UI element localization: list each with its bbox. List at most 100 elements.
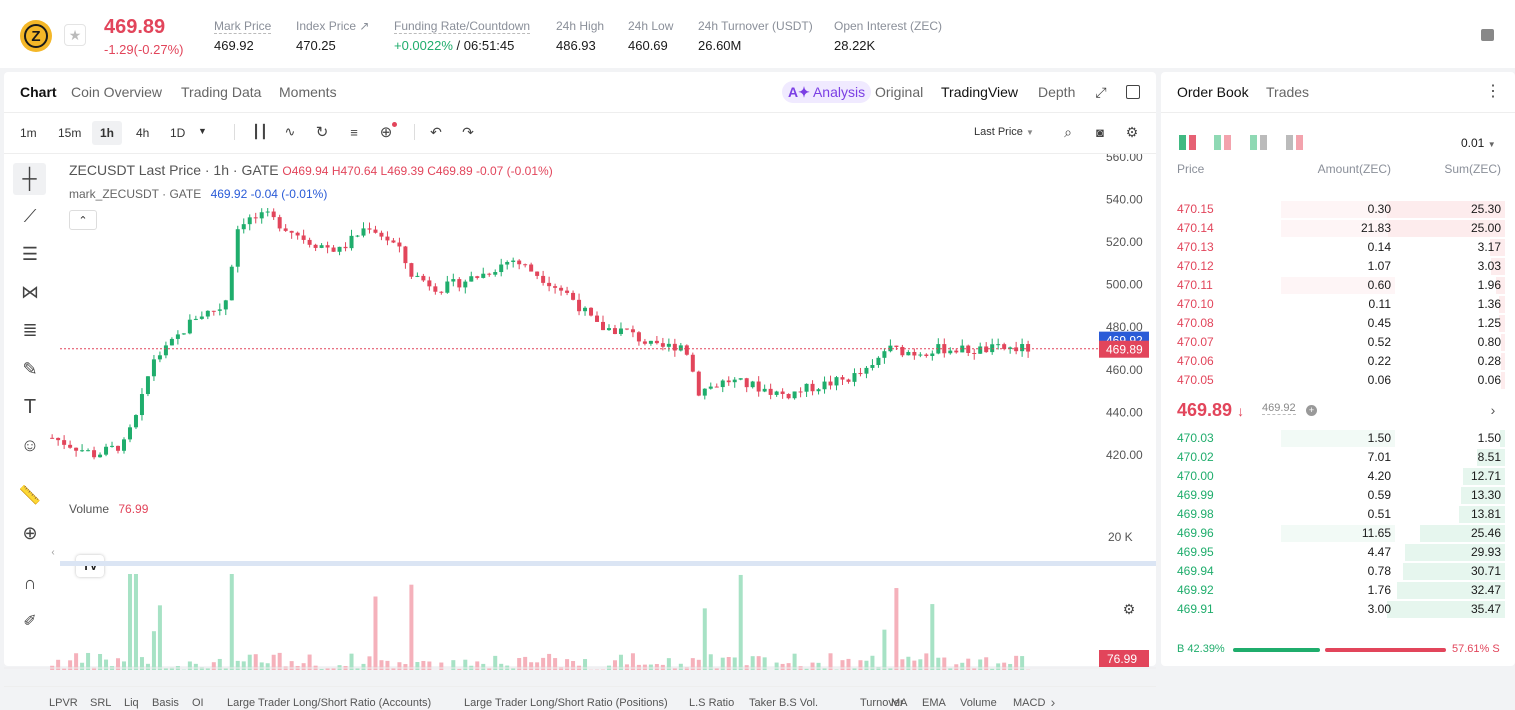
favorite-star-icon[interactable]: ★ <box>64 24 86 46</box>
asks-sum: 0.28 <box>1478 354 1501 368</box>
candles-icon[interactable]: ┃┃ <box>252 124 268 140</box>
candle-body <box>685 345 689 354</box>
candle-body <box>397 243 401 247</box>
precision-select[interactable]: 0.01 ▼ <box>1461 136 1496 150</box>
volume-bar <box>80 663 84 670</box>
gear-icon[interactable]: ⚙ <box>1124 124 1140 140</box>
interval-dropdown-icon[interactable]: ▼ <box>198 126 207 136</box>
indicator-srl[interactable]: SRL <box>90 697 111 709</box>
interval-4h[interactable]: 4h <box>136 126 149 140</box>
book-view-split-icon[interactable] <box>1214 135 1231 150</box>
candle-body <box>1026 344 1030 352</box>
funding-rate-label[interactable]: Funding Rate/Countdown <box>394 19 530 34</box>
price-type-select[interactable]: Last Price ▼ <box>974 126 1034 138</box>
view-tradingview[interactable]: TradingView <box>941 84 1018 100</box>
add-compare-icon[interactable]: ⊕ <box>378 124 394 140</box>
tab-order-book[interactable]: Order Book <box>1177 84 1249 100</box>
asks-amount: 0.11 <box>1369 297 1391 311</box>
candle-body <box>906 352 910 355</box>
undo-icon[interactable]: ↶ <box>428 124 444 140</box>
tab-moments[interactable]: Moments <box>279 84 337 100</box>
book-view-both-icon[interactable] <box>1179 135 1196 150</box>
indicator-ema[interactable]: EMA <box>922 697 946 709</box>
asks-sum: 1.36 <box>1478 297 1501 311</box>
view-original[interactable]: Original <box>875 84 923 100</box>
interval-1m[interactable]: 1m <box>20 126 37 140</box>
candle-body <box>661 343 665 347</box>
bids-sum: 1.50 <box>1478 431 1501 445</box>
layers-icon[interactable]: ≡ <box>346 124 362 140</box>
mid-price[interactable]: 469.89 ↓ <box>1177 400 1244 421</box>
volume-last-tag-text: 76.99 <box>1107 652 1137 666</box>
pane-separator[interactable] <box>60 561 1156 566</box>
asks-amount: 1.07 <box>1368 259 1391 273</box>
chevron-right-icon[interactable]: › <box>1487 402 1499 418</box>
window-icon[interactable] <box>1126 85 1140 99</box>
book-view-asks-icon[interactable] <box>1286 135 1303 150</box>
index-price-label[interactable]: Index Price ↗ <box>296 19 369 33</box>
volume-bar <box>134 574 138 670</box>
ai-analysis-button[interactable]: A✦ Analysis <box>782 81 871 103</box>
tab-chart[interactable]: Chart <box>20 84 57 100</box>
indicator-ma[interactable]: MA <box>891 697 908 709</box>
bids-amount: 4.20 <box>1368 469 1391 483</box>
interval-1h[interactable]: 1h <box>92 121 122 145</box>
tab-trading-data[interactable]: Trading Data <box>181 84 261 100</box>
interval-1d[interactable]: 1D <box>170 126 185 140</box>
price-chart[interactable]: 560.00540.00520.00500.00480.00460.00440.… <box>4 154 1156 674</box>
volume-bar <box>409 585 413 670</box>
indicator-liq[interactable]: Liq <box>124 697 139 709</box>
book-icon[interactable] <box>1481 29 1494 41</box>
indicator-l-s-ratio[interactable]: L.S Ratio <box>689 697 734 709</box>
indicator-taker-b-s-vol-[interactable]: Taker B.S Vol. <box>749 697 818 709</box>
indicator-large-trader-long-short-ratio-accounts-[interactable]: Large Trader Long/Short Ratio (Accounts) <box>227 697 431 709</box>
camera-icon[interactable]: ◙ <box>1092 124 1108 140</box>
indicator-volume[interactable]: Volume <box>960 697 997 709</box>
book-view-bids-icon[interactable] <box>1250 135 1267 150</box>
y-tick-label: 560.00 <box>1106 154 1143 164</box>
candle-body <box>403 246 407 263</box>
volume-bar <box>1008 664 1012 670</box>
indicator-large-trader-long-short-ratio-positions-[interactable]: Large Trader Long/Short Ratio (Positions… <box>464 697 668 709</box>
mark-price-label[interactable]: Mark Price <box>214 19 271 34</box>
search-icon[interactable]: ⌕ <box>1060 124 1076 140</box>
indicator-macd[interactable]: MACD <box>1013 697 1047 709</box>
view-depth[interactable]: Depth <box>1038 84 1075 100</box>
tab-coin-overview[interactable]: Coin Overview <box>71 84 162 100</box>
indicator-oi[interactable]: OI <box>192 697 204 709</box>
interval-15m[interactable]: 15m <box>58 126 81 140</box>
expand-icon[interactable]: ⤢ <box>1092 83 1110 101</box>
candle-body <box>870 365 874 368</box>
redo-icon[interactable]: ↷ <box>460 124 476 140</box>
refresh-icon[interactable]: ↻ <box>314 124 330 140</box>
candle-body <box>727 381 731 383</box>
divider <box>1161 112 1515 113</box>
indicator-scroll-right-icon[interactable]: › <box>1046 694 1060 710</box>
indicator-lpvr[interactable]: LPVR <box>49 697 78 709</box>
tab-trades[interactable]: Trades <box>1266 84 1309 100</box>
more-options-icon[interactable]: ⋮ <box>1485 82 1501 100</box>
indicators-icon[interactable]: ∿ <box>282 124 298 140</box>
indicator-basis[interactable]: Basis <box>152 697 179 709</box>
chart-settings-icon[interactable]: ⚙ <box>1120 600 1138 618</box>
